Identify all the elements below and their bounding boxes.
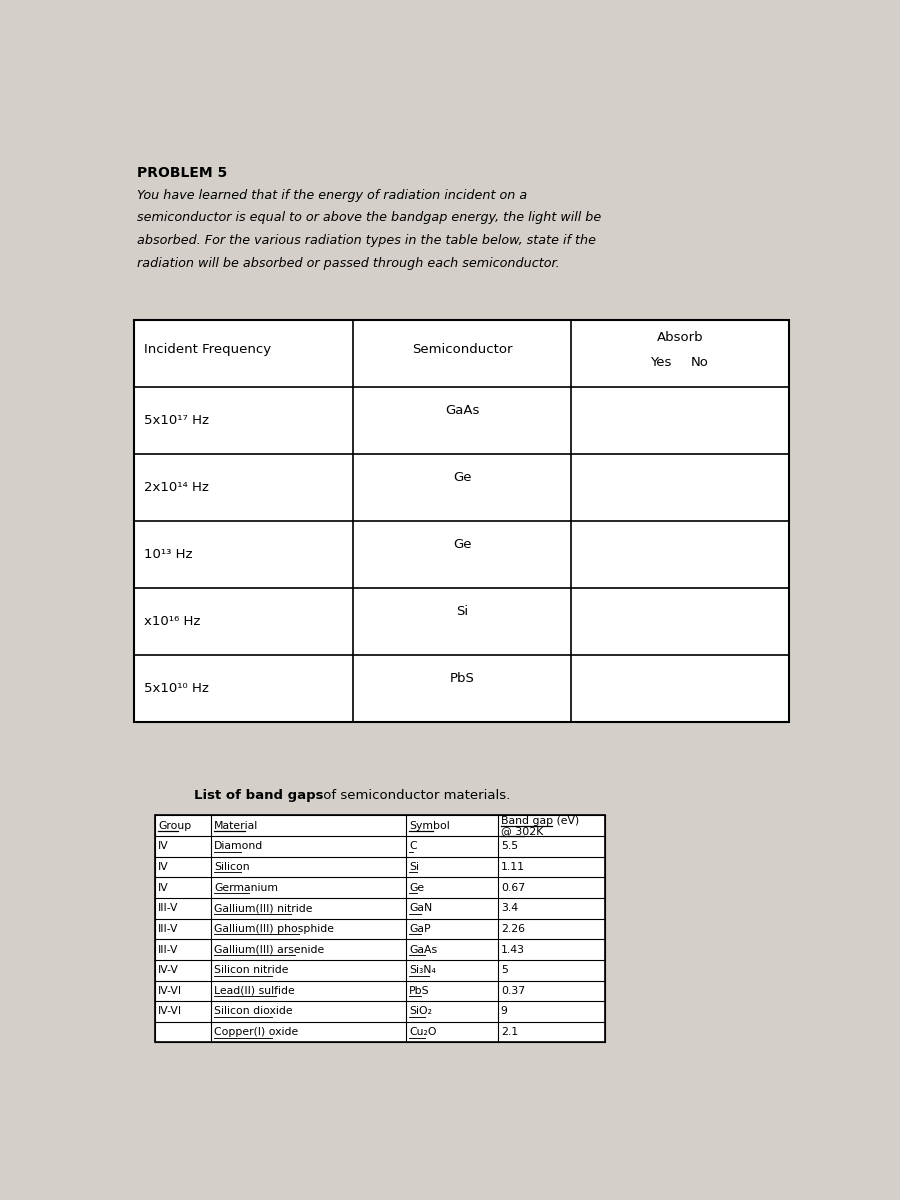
- Text: 5x10¹⁰ Hz: 5x10¹⁰ Hz: [143, 682, 209, 695]
- Text: Silicon dioxide: Silicon dioxide: [214, 1007, 292, 1016]
- Text: of semiconductor materials.: of semiconductor materials.: [320, 790, 510, 803]
- Text: No: No: [690, 355, 708, 368]
- Text: 5: 5: [500, 965, 508, 976]
- Text: Ge: Ge: [453, 539, 472, 551]
- Text: Semiconductor: Semiconductor: [412, 343, 512, 356]
- Text: C: C: [410, 841, 417, 851]
- Text: PROBLEM 5: PROBLEM 5: [138, 166, 228, 180]
- Bar: [155, 816, 605, 1043]
- Text: PbS: PbS: [410, 986, 430, 996]
- Text: Band gap (eV): Band gap (eV): [500, 816, 579, 826]
- Text: 5.5: 5.5: [500, 841, 518, 851]
- Text: III-V: III-V: [158, 904, 179, 913]
- Text: IV-VI: IV-VI: [158, 986, 183, 996]
- Text: Lead(II) sulfide: Lead(II) sulfide: [214, 986, 295, 996]
- Text: Copper(I) oxide: Copper(I) oxide: [214, 1027, 298, 1037]
- Text: 9: 9: [500, 1007, 508, 1016]
- Bar: [134, 319, 789, 721]
- Text: semiconductor is equal to or above the bandgap energy, the light will be: semiconductor is equal to or above the b…: [138, 211, 601, 224]
- Text: 1.43: 1.43: [500, 944, 525, 954]
- Text: PbS: PbS: [450, 672, 474, 685]
- Text: List of band gaps: List of band gaps: [194, 790, 323, 803]
- Text: Si: Si: [410, 862, 419, 872]
- Text: Cu₂O: Cu₂O: [410, 1027, 436, 1037]
- Text: @ 302K: @ 302K: [500, 826, 543, 835]
- Text: Yes: Yes: [650, 355, 671, 368]
- Text: 0.37: 0.37: [500, 986, 525, 996]
- Text: Si: Si: [456, 605, 468, 618]
- Text: Germanium: Germanium: [214, 883, 278, 893]
- Text: GaAs: GaAs: [445, 404, 479, 418]
- Text: Diamond: Diamond: [214, 841, 264, 851]
- Text: 1.11: 1.11: [500, 862, 525, 872]
- Text: III-V: III-V: [158, 944, 179, 954]
- Text: Absorb: Absorb: [657, 331, 704, 344]
- Text: Ge: Ge: [410, 883, 425, 893]
- Text: IV-V: IV-V: [158, 965, 179, 976]
- Text: 3.4: 3.4: [500, 904, 518, 913]
- Text: IV: IV: [158, 841, 169, 851]
- Text: 2.26: 2.26: [500, 924, 525, 934]
- Text: radiation will be absorbed or passed through each semiconductor.: radiation will be absorbed or passed thr…: [138, 257, 560, 270]
- Text: Silicon nitride: Silicon nitride: [214, 965, 289, 976]
- Text: Gallium(III) phosphide: Gallium(III) phosphide: [214, 924, 334, 934]
- Text: IV-VI: IV-VI: [158, 1007, 183, 1016]
- Text: x10¹⁶ Hz: x10¹⁶ Hz: [143, 614, 200, 628]
- Text: IV: IV: [158, 883, 169, 893]
- Text: Silicon: Silicon: [214, 862, 249, 872]
- Text: Gallium(III) nitride: Gallium(III) nitride: [214, 904, 312, 913]
- Text: 10¹³ Hz: 10¹³ Hz: [143, 547, 192, 560]
- Text: absorbed. For the various radiation types in the table below, state if the: absorbed. For the various radiation type…: [138, 234, 597, 247]
- Text: IV: IV: [158, 862, 169, 872]
- Text: III-V: III-V: [158, 924, 179, 934]
- Text: Material: Material: [214, 821, 258, 830]
- Text: GaN: GaN: [410, 904, 433, 913]
- Text: You have learned that if the energy of radiation incident on a: You have learned that if the energy of r…: [138, 188, 527, 202]
- Text: 2.1: 2.1: [500, 1027, 518, 1037]
- Text: GaP: GaP: [410, 924, 431, 934]
- Text: GaAs: GaAs: [410, 944, 437, 954]
- Text: 5x10¹⁷ Hz: 5x10¹⁷ Hz: [143, 414, 209, 426]
- Text: 0.67: 0.67: [500, 883, 525, 893]
- Text: Incident Frequency: Incident Frequency: [143, 343, 271, 356]
- Text: 2x10¹⁴ Hz: 2x10¹⁴ Hz: [143, 480, 209, 493]
- Text: Gallium(III) arsenide: Gallium(III) arsenide: [214, 944, 324, 954]
- Text: Group: Group: [158, 821, 192, 830]
- Text: SiO₂: SiO₂: [410, 1007, 432, 1016]
- Text: Ge: Ge: [453, 472, 472, 485]
- Text: Si₃N₄: Si₃N₄: [410, 965, 436, 976]
- Text: Symbol: Symbol: [410, 821, 450, 830]
